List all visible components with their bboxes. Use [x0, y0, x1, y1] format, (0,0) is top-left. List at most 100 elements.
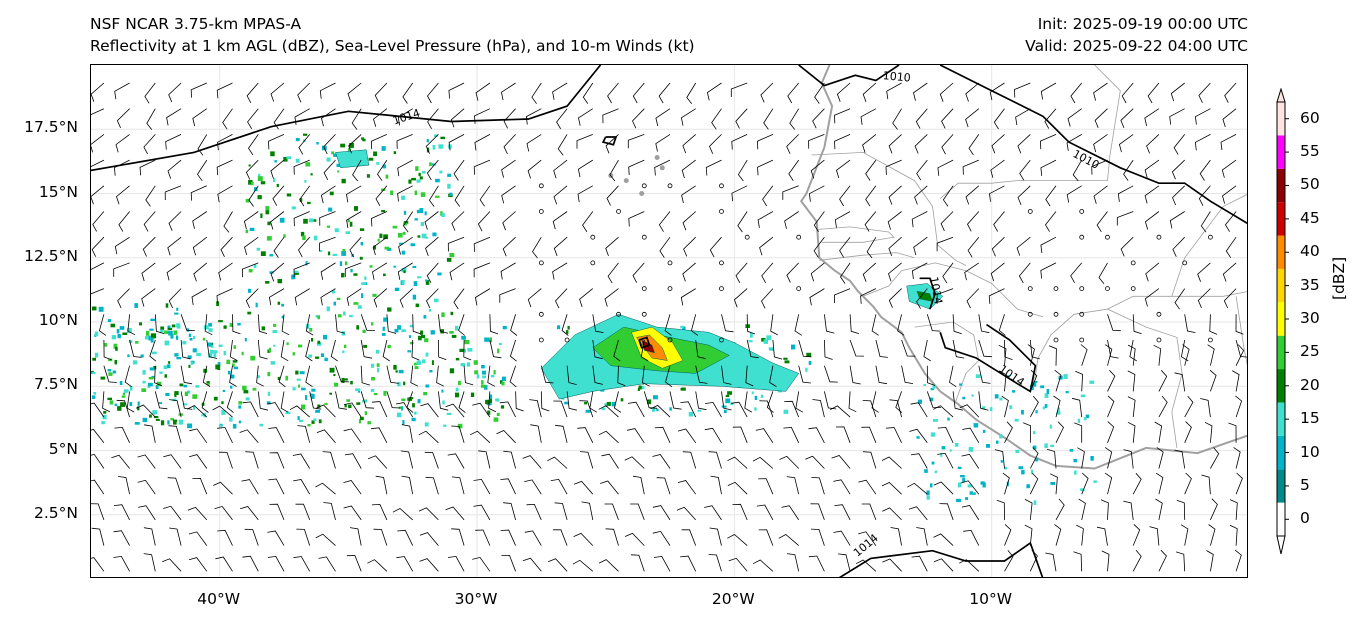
reflectivity-cell [361, 282, 367, 285]
reflectivity-cell [291, 206, 296, 210]
wind-barb [1107, 370, 1116, 392]
wind-barb [705, 159, 722, 176]
wind-barb [808, 134, 825, 149]
wind-barb [243, 211, 259, 230]
wind-barb [215, 556, 233, 572]
wind-barb [553, 185, 568, 205]
wind-barb [1158, 395, 1168, 418]
reflectivity-cell [454, 325, 459, 331]
wind-barb [320, 185, 336, 204]
wind-barb [242, 555, 259, 572]
wind-barb [628, 159, 645, 176]
wind-barb [682, 451, 697, 469]
wind-barb [1172, 236, 1185, 257]
wind-barb [808, 185, 825, 202]
reflectivity-cell [474, 370, 479, 375]
wind-barb [217, 134, 233, 151]
wind-barb [577, 185, 593, 203]
reflectivity-cell [461, 335, 466, 340]
wind-barb [926, 391, 941, 408]
wind-barb [1206, 550, 1214, 572]
reflectivity-cell [1032, 382, 1037, 387]
wind-barb [1104, 472, 1113, 495]
wind-barb [990, 262, 1005, 282]
reflectivity-cell [206, 383, 210, 386]
wind-barb [632, 475, 645, 495]
wind-barb [936, 288, 954, 303]
wind-barb [907, 482, 928, 495]
wind-barb [547, 456, 568, 469]
reflectivity-cell [463, 348, 466, 353]
wind-barb [91, 557, 105, 572]
wind-barb [811, 477, 825, 495]
wind-barb [451, 211, 465, 231]
wind-barb [149, 339, 157, 362]
wind-barb [316, 404, 336, 418]
reflectivity-cell [502, 325, 507, 330]
wind-barb [727, 456, 748, 469]
reflectivity-cell [379, 233, 383, 238]
wind-barb [933, 481, 954, 495]
wind-barb [915, 108, 928, 129]
wind-barb [401, 475, 414, 495]
wind-barb [1100, 499, 1109, 520]
wind-barb [682, 211, 696, 231]
reflectivity-cell [761, 338, 766, 342]
reflectivity-cell [295, 138, 300, 142]
wind-barb [1040, 82, 1057, 100]
wind-barb [204, 314, 213, 336]
wind-barb [426, 262, 439, 283]
reflectivity-cell [188, 333, 191, 337]
wind-barb [721, 391, 732, 411]
wind-barb [244, 236, 259, 256]
reflectivity-cell [192, 394, 198, 399]
reflectivity-cell [308, 354, 313, 358]
reflectivity-cell [449, 253, 455, 258]
reflectivity-cell [401, 280, 405, 285]
reflectivity-cell [960, 475, 965, 478]
wind-barb [213, 481, 233, 495]
map-panel[interactable]: 1014 1010 1010 1014 1014 1014 [90, 64, 1248, 578]
reflectivity-cell [228, 370, 231, 375]
reflectivity-cell [1033, 431, 1036, 435]
wind-barb [278, 365, 286, 388]
reflectivity-cell [656, 408, 659, 412]
wind-barb [911, 262, 928, 279]
wind-barb [343, 505, 362, 521]
reflectivity-cell [999, 434, 1003, 439]
wind-barb [217, 529, 233, 546]
reflectivity-cell [385, 174, 389, 179]
reflectivity-cell [313, 235, 318, 241]
wind-barb [167, 159, 182, 179]
wind-barb [705, 401, 722, 418]
reflectivity-cell [397, 381, 401, 387]
wind-barb [322, 451, 336, 469]
reflectivity-cell [373, 393, 378, 396]
calm-wind-marker [1105, 234, 1110, 240]
wind-barb [351, 108, 362, 130]
reflectivity-cell [285, 411, 291, 414]
wind-barb [374, 82, 388, 103]
reflectivity-cell [973, 423, 979, 428]
reflectivity-cell [295, 158, 300, 163]
wind-barb [998, 344, 1007, 366]
reflectivity-cell [202, 337, 206, 341]
reflectivity-cell [149, 328, 154, 331]
reflectivity-cell [110, 323, 116, 328]
wind-barb [810, 528, 825, 546]
reflectivity-cell [187, 390, 191, 394]
reflectivity-cell [637, 387, 640, 391]
wind-barb [881, 456, 902, 469]
calm-wind-marker [667, 260, 673, 266]
wind-barb [1039, 134, 1057, 150]
reflectivity-cell [326, 225, 330, 228]
wind-barb [681, 529, 697, 546]
reflectivity-cell [604, 403, 608, 408]
reflectivity-cell [150, 318, 156, 321]
reflectivity-cell [221, 401, 224, 405]
reflectivity-cell [270, 361, 275, 365]
wind-barb [1074, 422, 1083, 443]
reflectivity-cell [268, 347, 271, 353]
reflectivity-cell [372, 293, 377, 297]
wind-barb [503, 502, 516, 521]
